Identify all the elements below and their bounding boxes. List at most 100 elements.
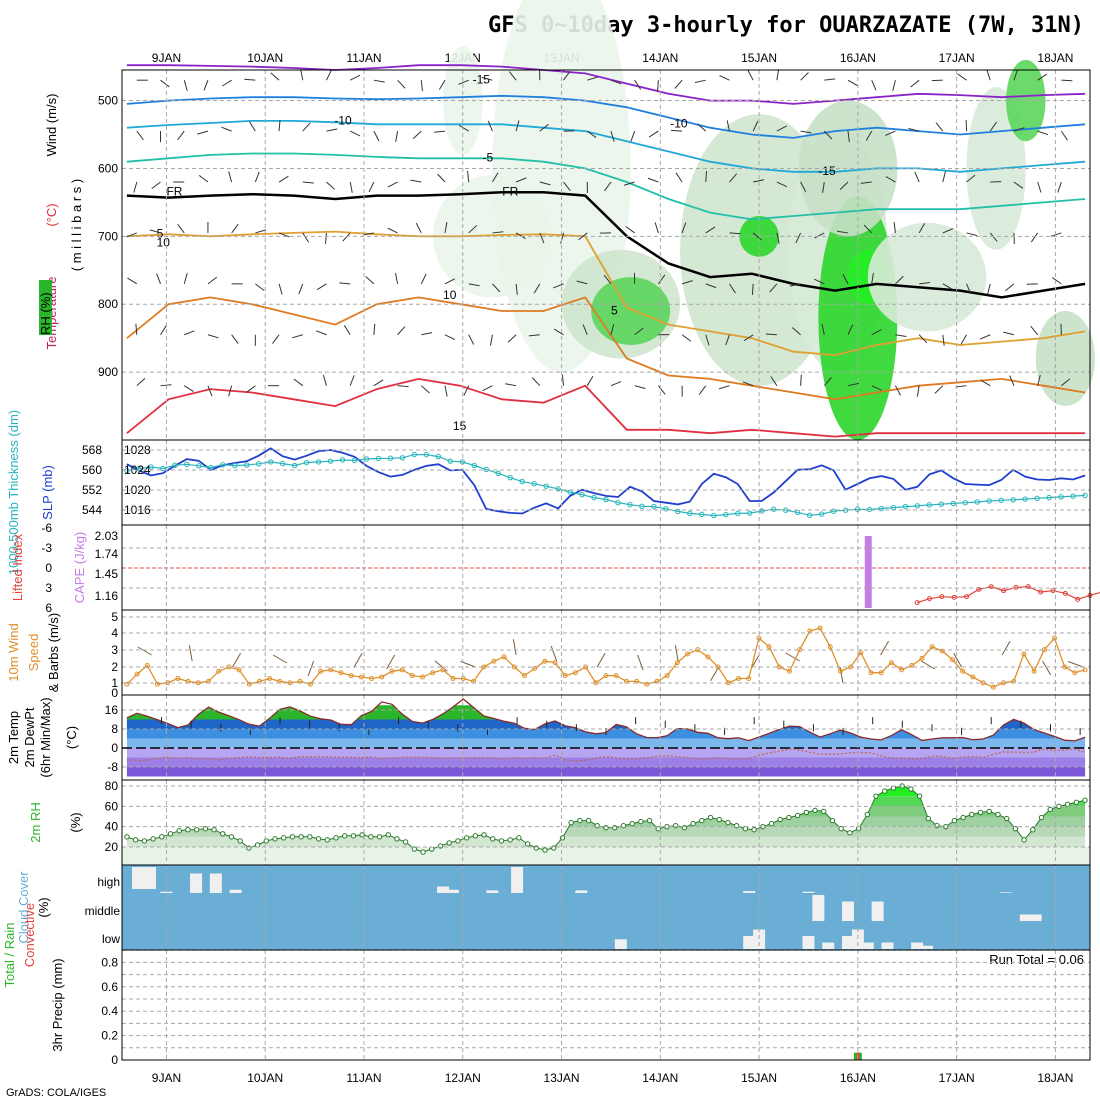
wind-barb	[625, 226, 635, 234]
thickness-marker	[1070, 493, 1076, 499]
wind-barb-10m	[1001, 640, 1011, 656]
wind-barb	[255, 229, 267, 234]
ylabel-temperature-line: 2m DewPt	[22, 707, 37, 767]
rh-marker	[1047, 806, 1053, 813]
rh-marker	[934, 822, 940, 829]
isotherm-line	[126, 64, 1086, 105]
date-label-top: 16JAN	[840, 51, 876, 65]
wind-barb	[322, 374, 327, 386]
wind-barb	[576, 280, 588, 285]
wind-barb	[934, 385, 944, 394]
wind-barb-10m	[596, 652, 606, 668]
isotherm-line	[126, 190, 1086, 299]
wind-barb	[893, 221, 896, 233]
wind-barb	[467, 171, 470, 183]
thickness-marker	[232, 462, 238, 469]
rh-marker	[1021, 837, 1027, 843]
thickness-marker	[651, 503, 657, 510]
wind-barb	[149, 229, 161, 234]
wind-barb	[133, 181, 138, 193]
wind-barb	[919, 282, 931, 285]
thickness-marker	[255, 461, 262, 467]
rh-marker	[437, 843, 444, 849]
wind-barb-10m	[512, 639, 517, 656]
wind-barb	[254, 171, 260, 183]
rh-marker	[716, 816, 722, 823]
rh-marker	[594, 822, 600, 829]
wind-barb	[847, 324, 854, 335]
wind-barb	[654, 222, 659, 234]
date-label-bottom: 10JAN	[247, 1071, 283, 1085]
wind-barb	[657, 274, 666, 285]
temperature-panel: 16 8 0 -8 2m Temp 2m DewPt (6hr Min/Max) (°C)	[6, 697, 1090, 778]
rh-marker	[150, 836, 156, 842]
thickness-marker	[1022, 496, 1028, 502]
wind-barb	[942, 171, 946, 183]
ytick-cloud: low	[102, 932, 120, 946]
panel-frame-7	[121, 949, 1091, 1061]
wind-barb-10m	[674, 645, 679, 662]
wind-barb	[326, 181, 335, 190]
wind-speed-marker	[939, 648, 945, 654]
ytick-lifted: -3	[41, 541, 52, 555]
wind-barb	[482, 385, 493, 392]
wind-barb	[694, 79, 706, 83]
wind-barb	[343, 325, 351, 336]
rh-band	[126, 796, 1086, 807]
rh-marker	[603, 824, 609, 831]
ytick-cape: 2.03	[95, 529, 119, 543]
lifted-index-marker	[1001, 588, 1007, 594]
wind-barb	[420, 80, 423, 92]
rh-marker	[507, 837, 513, 843]
rh-marker	[315, 836, 322, 842]
wind-barb-10m	[880, 640, 890, 656]
wind-speed-marker	[175, 675, 181, 681]
rh-marker	[908, 786, 914, 792]
ylabel-millibars: ( m i l l i b a r s )	[69, 179, 84, 271]
thickness-marker	[196, 463, 202, 469]
thickness-marker	[735, 510, 741, 517]
wind-barb	[387, 227, 398, 234]
thickness-marker	[423, 451, 430, 458]
wind-speed-marker	[746, 675, 752, 681]
thickness-marker	[902, 503, 909, 510]
wind-barb-10m	[386, 654, 396, 670]
wind-speed-marker	[144, 663, 150, 669]
cloud-bar-high	[160, 891, 173, 893]
thickness-marker	[1046, 494, 1052, 501]
wind-barb	[729, 232, 741, 235]
wind-barb	[979, 334, 991, 340]
wind-speed-marker	[868, 670, 874, 676]
thickness-marker	[327, 458, 334, 464]
date-label-bottom: 13JAN	[544, 1071, 580, 1085]
wind-barb	[987, 283, 991, 295]
precip-panel: Run Total = 0.06 0.8 0.6 0.4 0.2 0 Total / Rai…	[2, 903, 1090, 1067]
rh-bands	[126, 786, 1086, 847]
wind-barb	[871, 329, 882, 336]
wind-barb	[769, 283, 778, 293]
wind-barb	[539, 181, 551, 186]
ylabel-cape: CAPE (J/kg)	[72, 532, 87, 604]
thickness-marker	[699, 511, 705, 518]
lifted-index-marker	[926, 596, 932, 602]
isotherm-label: -15	[473, 73, 491, 87]
wind-speed-marker	[664, 673, 670, 679]
wind-barb	[847, 382, 859, 387]
wind-barb	[490, 334, 493, 346]
wind-barb	[842, 273, 849, 285]
date-label-bottom: 18JAN	[1037, 1071, 1073, 1085]
isotherm-label: 10	[157, 236, 171, 250]
wind-barb	[989, 121, 997, 132]
ytick-thickness: 544	[82, 503, 102, 517]
wind-barb	[387, 181, 398, 188]
lifted-index-marker	[914, 600, 920, 606]
rh-marker	[141, 838, 148, 844]
wind-barb	[705, 334, 710, 346]
wind-barb	[674, 79, 683, 89]
rh-marker	[237, 838, 243, 844]
rh-marker	[341, 833, 348, 839]
ytick-precip: 0.2	[101, 1029, 118, 1043]
wind-barb	[420, 385, 430, 394]
thickness-marker	[591, 494, 597, 501]
wind-speed-marker	[705, 654, 711, 660]
